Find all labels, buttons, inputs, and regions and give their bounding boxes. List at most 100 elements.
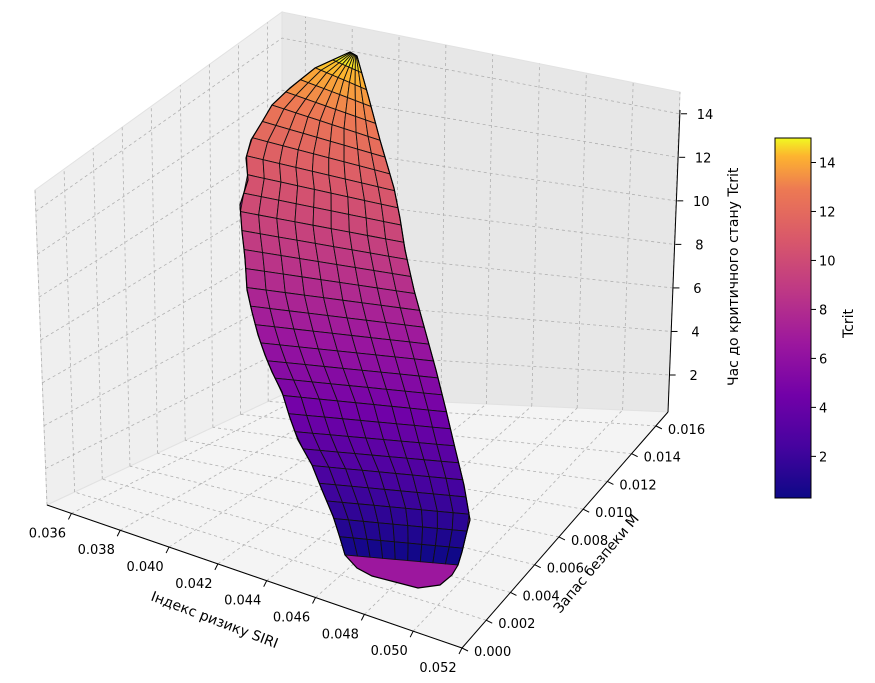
surface-cell	[421, 509, 438, 529]
x-tick-label: 0.050	[371, 644, 408, 659]
x-gridline-floor	[412, 409, 623, 632]
y-tick-label: 0.002	[498, 617, 535, 632]
x-tick-label: 0.038	[78, 543, 115, 558]
z-gridline	[35, 37, 680, 212]
surface-cell	[377, 522, 395, 543]
x-tick-label: 0.040	[126, 560, 163, 575]
axes: 0.036 0.038 0.040 0.042 0.044 0.046 0.048 0.050…	[29, 108, 714, 676]
z-tick-label: 14	[697, 108, 714, 123]
x-tick	[116, 530, 121, 537]
x-tick-label: 0.048	[322, 627, 359, 642]
x-tick-label: 0.052	[419, 661, 456, 676]
y-tick	[510, 592, 517, 596]
z-tick-label: 6	[693, 282, 701, 297]
y-gridline-floor	[268, 401, 656, 427]
y-gridline-floor	[185, 439, 584, 510]
x-axis-line	[46, 504, 463, 649]
surface-cell	[407, 525, 424, 545]
x-gridline-wall	[667, 91, 681, 413]
surface	[239, 51, 471, 589]
colorbar-tick-label: 12	[819, 205, 836, 220]
y-gridline-wall	[208, 64, 214, 428]
surface-cell	[243, 248, 265, 272]
surface-cell	[263, 270, 286, 294]
colorbar-tick-label: 10	[819, 254, 836, 269]
y-tick-label: 0.006	[547, 562, 584, 577]
y-tick	[582, 508, 590, 513]
z-gridline	[42, 246, 673, 384]
x-gridline-wall	[622, 82, 634, 411]
colorbar-tick-label: 4	[819, 401, 827, 416]
x-tick	[360, 614, 365, 621]
z-axis-line	[667, 109, 681, 413]
x-tick-label: 0.036	[29, 526, 66, 541]
surface-cell	[421, 526, 438, 547]
y-tick	[534, 564, 541, 569]
x-tick	[458, 647, 463, 655]
surface-cell	[436, 510, 454, 531]
y-gridline-wall	[179, 85, 186, 441]
x-tick	[263, 580, 268, 587]
surface-cell	[451, 512, 470, 532]
z-gridline	[37, 89, 678, 255]
x-tick	[409, 630, 414, 638]
x-tick	[67, 513, 72, 520]
y-tick	[486, 619, 493, 624]
surface-cell	[262, 251, 284, 275]
z-axis-label: Час до критичного стану Tcrit	[726, 167, 742, 386]
surface-cell	[407, 542, 423, 563]
y-tick-label: 0.004	[522, 589, 559, 604]
y-tick-label: 0.016	[668, 423, 705, 438]
y-gridline-floor	[102, 478, 511, 593]
x-gridline-wall	[485, 54, 494, 405]
y-gridline-wall	[150, 106, 158, 454]
z-tick-label: 10	[693, 195, 710, 210]
y-gridline-wall	[238, 43, 241, 415]
surface-cell	[301, 276, 325, 299]
z-tick-label: 4	[691, 325, 699, 340]
z-gridline	[43, 298, 672, 427]
surface-cell	[280, 254, 303, 278]
z-tick-label: 2	[689, 369, 697, 384]
surface-cell	[389, 506, 409, 527]
y-tick-label: 0.000	[474, 645, 511, 660]
y-tick	[461, 647, 469, 652]
y-tick-label: 0.010	[595, 506, 632, 521]
y-tick	[655, 425, 663, 430]
x-tick	[214, 563, 219, 571]
x-gridline-wall	[576, 73, 587, 409]
surface-cell	[393, 541, 409, 562]
x-tick-label: 0.046	[273, 611, 310, 626]
surface-cell	[380, 540, 396, 560]
y-axis-line	[461, 411, 669, 649]
x-tick	[312, 597, 316, 604]
colorbar: 2 4 6 8 10 12 14 Tcrit	[774, 137, 857, 499]
y-gridline-wall	[34, 189, 48, 506]
colorbar-tick-label: 6	[819, 352, 827, 367]
y-tick	[558, 536, 566, 541]
y-tick	[631, 453, 638, 458]
x-gridline-floor	[120, 397, 351, 531]
colorbar-gradient	[774, 137, 812, 499]
y-tick-label: 0.008	[571, 534, 608, 549]
surface-cell	[245, 267, 267, 291]
x-tick-label: 0.044	[224, 594, 261, 609]
surface-cell	[299, 257, 322, 281]
colorbar-ticks: 2 4 6 8 10 12 14	[811, 156, 836, 465]
surface-cell	[392, 523, 409, 544]
x-gridline-floor	[71, 395, 305, 514]
colorbar-tick-label: 8	[819, 303, 827, 318]
y-tick-label: 0.012	[619, 478, 656, 493]
surface-outline	[239, 51, 471, 589]
x-tick	[165, 546, 170, 554]
colorbar-tick-label: 14	[819, 156, 836, 171]
y-gridline-wall	[121, 127, 131, 467]
colorbar-label: Tcrit	[841, 308, 857, 339]
z-tick-label: 12	[695, 151, 712, 166]
colorbar-tick-label: 2	[819, 450, 827, 465]
y-gridline-wall	[92, 148, 103, 480]
y-tick	[607, 480, 614, 485]
surface-cell	[282, 273, 305, 296]
